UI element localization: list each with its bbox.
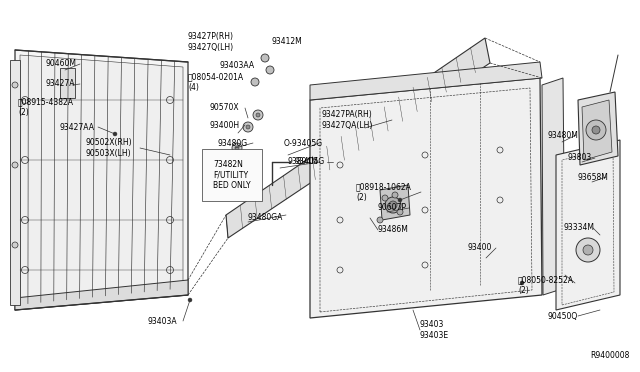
Text: R9400008: R9400008 [591,350,630,359]
Text: 73482N
F/UTILITY
BED ONLY: 73482N F/UTILITY BED ONLY [213,160,251,190]
Circle shape [243,122,253,132]
Polygon shape [15,280,188,310]
Text: 93334M: 93334M [563,224,594,232]
Circle shape [583,245,593,255]
Circle shape [261,54,269,62]
Text: 93480M: 93480M [548,131,579,140]
Polygon shape [20,55,183,305]
Text: 93403AA: 93403AA [220,61,255,70]
Polygon shape [60,68,75,98]
Text: 90450Q: 90450Q [548,311,579,321]
Circle shape [398,198,402,202]
Polygon shape [226,38,490,238]
Circle shape [232,143,242,153]
Circle shape [227,167,237,177]
Polygon shape [310,62,542,100]
Circle shape [12,162,18,168]
Circle shape [246,125,250,129]
Text: 90460M: 90460M [45,60,76,68]
Circle shape [256,113,260,117]
Text: ⓝ08915-4382A
(2): ⓝ08915-4382A (2) [18,97,74,117]
Text: 90607P: 90607P [377,203,406,212]
Circle shape [377,217,383,223]
Circle shape [586,120,606,140]
Polygon shape [556,140,620,310]
Text: 93427AA: 93427AA [60,122,95,131]
Text: 93480GA: 93480GA [248,212,284,221]
Circle shape [12,82,18,88]
Text: 93427A: 93427A [45,80,74,89]
Text: 93412M: 93412M [272,38,303,46]
Circle shape [382,195,388,201]
Text: 93486M: 93486M [378,225,409,234]
Circle shape [230,170,234,174]
Circle shape [520,281,524,285]
Polygon shape [578,92,618,165]
Circle shape [576,238,600,262]
Text: 93658M: 93658M [578,173,609,182]
Polygon shape [542,78,565,295]
Text: ⓝ08918-1062A
(2): ⓝ08918-1062A (2) [356,182,412,202]
Circle shape [392,192,398,198]
Circle shape [385,197,401,213]
Circle shape [251,78,259,86]
Text: 93427PA(RH)
93427QA(LH): 93427PA(RH) 93427QA(LH) [322,110,373,130]
Circle shape [592,126,600,134]
Circle shape [389,201,397,209]
Circle shape [188,298,192,302]
Text: 93480G: 93480G [218,138,248,148]
Circle shape [266,66,274,74]
Polygon shape [582,100,612,160]
Text: 93427P(RH)
93427Q(LH): 93427P(RH) 93427Q(LH) [188,32,234,52]
Circle shape [397,209,403,215]
Text: 93400: 93400 [468,244,492,253]
Circle shape [113,132,117,136]
Polygon shape [15,50,188,310]
Circle shape [253,110,263,120]
Text: 90502X(RH)
90503X(LH): 90502X(RH) 90503X(LH) [85,138,132,158]
Text: 93400H: 93400H [210,121,240,129]
Text: 73482N
F/UTILITY
BED ONLY: 73482N F/UTILITY BED ONLY [213,167,251,197]
Text: 93403A: 93403A [148,317,178,326]
Text: ⒲08054-0201A
(4): ⒲08054-0201A (4) [188,72,244,92]
Text: 93403
93403E: 93403 93403E [420,320,449,340]
Polygon shape [310,78,542,318]
Text: O-93405G: O-93405G [284,138,323,148]
Text: 90570X: 90570X [210,103,239,112]
Circle shape [235,146,239,150]
Text: ⒲08050-8252A
(2): ⒲08050-8252A (2) [518,275,574,295]
Circle shape [12,242,18,248]
Text: 93803: 93803 [567,154,591,163]
Text: 93894M: 93894M [288,157,319,167]
Polygon shape [10,60,20,305]
Polygon shape [380,185,410,220]
Text: 93405G: 93405G [295,157,325,167]
